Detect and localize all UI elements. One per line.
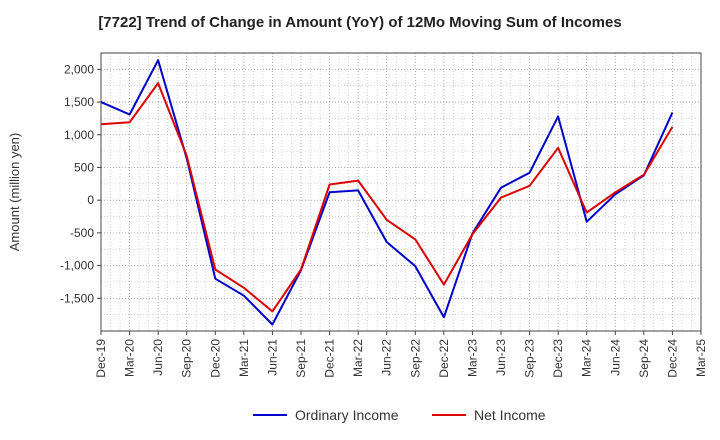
y-tick-label: 1,500 [64, 95, 94, 109]
y-tick-label: 500 [74, 160, 94, 174]
series-layer [100, 59, 674, 326]
x-tick-label: Jun-24 [608, 339, 622, 376]
y-tick-label: 2,000 [64, 62, 94, 76]
y-tick-label: 1,000 [64, 128, 94, 142]
x-tick-label: Mar-20 [123, 339, 137, 377]
legend-layer: Ordinary Income Net Income [253, 407, 546, 423]
legend-label: Ordinary Income [295, 407, 399, 423]
x-tick-label: Jun-22 [380, 339, 394, 376]
x-tick-label: Dec-21 [323, 339, 337, 378]
y-tick-label: -500 [70, 226, 94, 240]
x-tick-label: Mar-21 [237, 339, 251, 377]
x-tick-label: Jun-20 [151, 339, 165, 376]
x-tick-label: Mar-22 [351, 339, 365, 377]
x-tick-label: Dec-23 [551, 339, 565, 378]
chart-title: [7722] Trend of Change in Amount (YoY) o… [98, 14, 622, 31]
x-tick-label: Dec-24 [665, 339, 679, 378]
x-tick-label: Jun-23 [494, 339, 508, 376]
x-tick-label: Dec-19 [94, 339, 108, 378]
y-tick-label: -1,000 [60, 259, 94, 273]
x-tick-label: Sep-20 [180, 339, 194, 378]
x-tick-label: Mar-24 [580, 339, 594, 377]
x-tick-label: Sep-24 [637, 339, 651, 378]
x-tick-label: Dec-22 [437, 339, 451, 378]
y-tick-label: 0 [87, 193, 94, 207]
legend-label: Net Income [474, 407, 546, 423]
x-tick-label: Dec-20 [208, 339, 222, 378]
grid-layer [101, 53, 701, 331]
x-tick-label: Mar-25 [694, 339, 708, 377]
x-tick-label: Sep-23 [523, 339, 537, 378]
x-tick-label: Sep-22 [408, 339, 422, 378]
plot-border [100, 52, 702, 332]
x-tick-label: Mar-23 [465, 339, 479, 377]
x-tick-label: Sep-21 [294, 339, 308, 378]
series-line-net-income [100, 82, 674, 313]
y-tick-label: -1,500 [60, 291, 94, 305]
y-axis-label: Amount (million yen) [7, 133, 22, 252]
x-tick-label: Jun-21 [265, 339, 279, 376]
plot-area [101, 53, 701, 331]
axis-layer: 2,000 1,500 1,000 500 0 -500 -1,000 -1,500 Dec-1… [7, 52, 708, 378]
series-line-ordinary-income [100, 59, 674, 326]
